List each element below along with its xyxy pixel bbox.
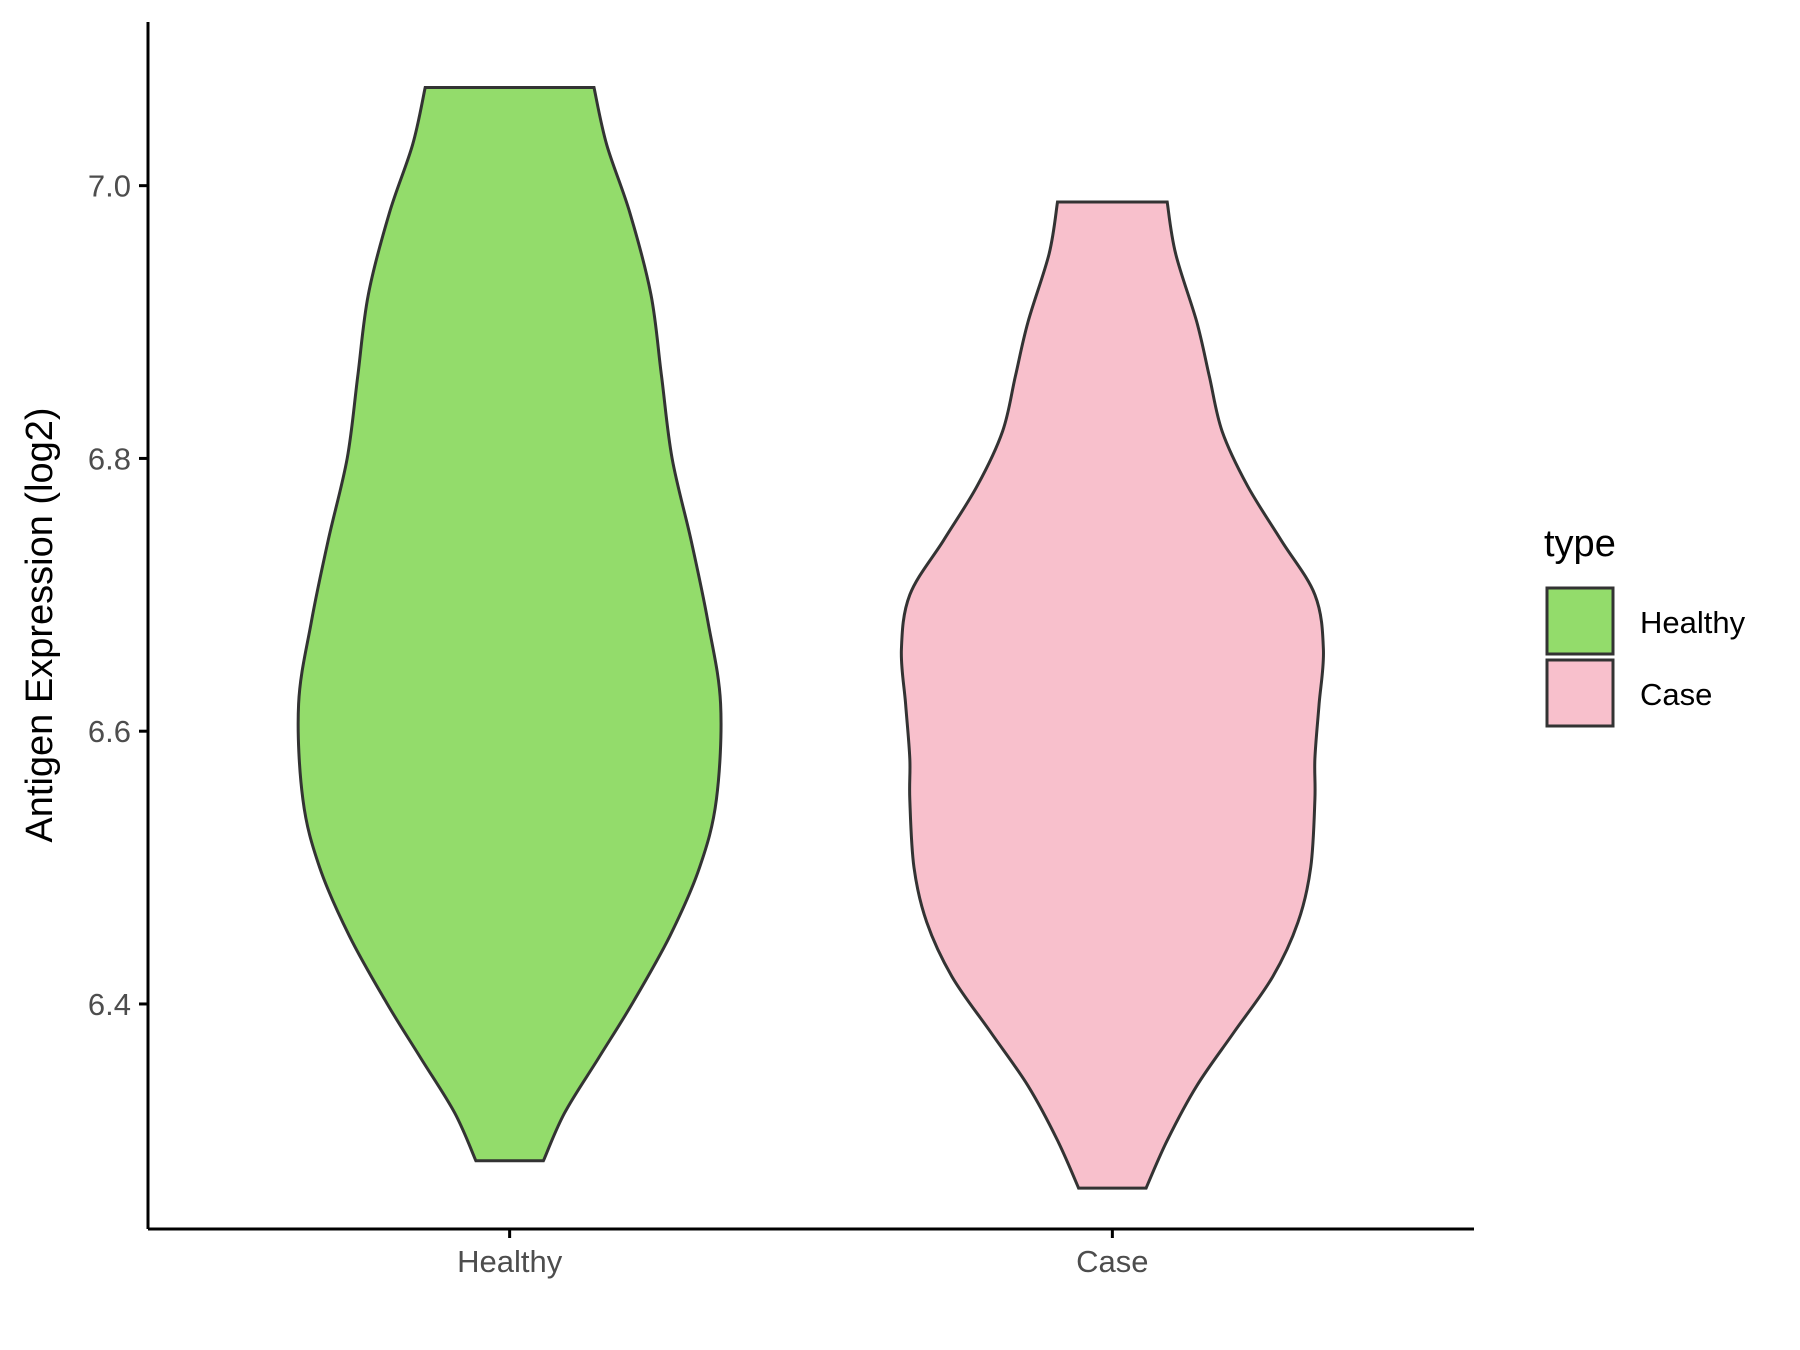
legend-swatch-case bbox=[1545, 658, 1615, 728]
legend-label-case: Case bbox=[1640, 677, 1712, 712]
y-tick-label: 6.4 bbox=[88, 987, 131, 1022]
y-tick-label: 6.8 bbox=[88, 441, 131, 476]
x-tick-label: Case bbox=[1076, 1244, 1148, 1279]
x-tick-label: Healthy bbox=[457, 1244, 563, 1279]
legend-label-healthy: Healthy bbox=[1640, 605, 1746, 640]
legend: Healthy Case bbox=[1545, 586, 1746, 728]
violin-healthy bbox=[296, 86, 723, 1163]
x-axis-ticks: Healthy Case bbox=[457, 1229, 1149, 1279]
y-axis-ticks: 6.4 6.6 6.8 7.0 bbox=[88, 169, 148, 1022]
y-tick-label: 7.0 bbox=[88, 169, 131, 204]
legend-swatch-healthy bbox=[1545, 586, 1615, 656]
legend-title: type bbox=[1544, 523, 1616, 565]
violin-layer bbox=[296, 86, 1325, 1190]
y-axis-title: Antigen Expression (log2) bbox=[19, 407, 61, 842]
violin-case bbox=[899, 200, 1325, 1190]
y-tick-label: 6.6 bbox=[88, 714, 131, 749]
